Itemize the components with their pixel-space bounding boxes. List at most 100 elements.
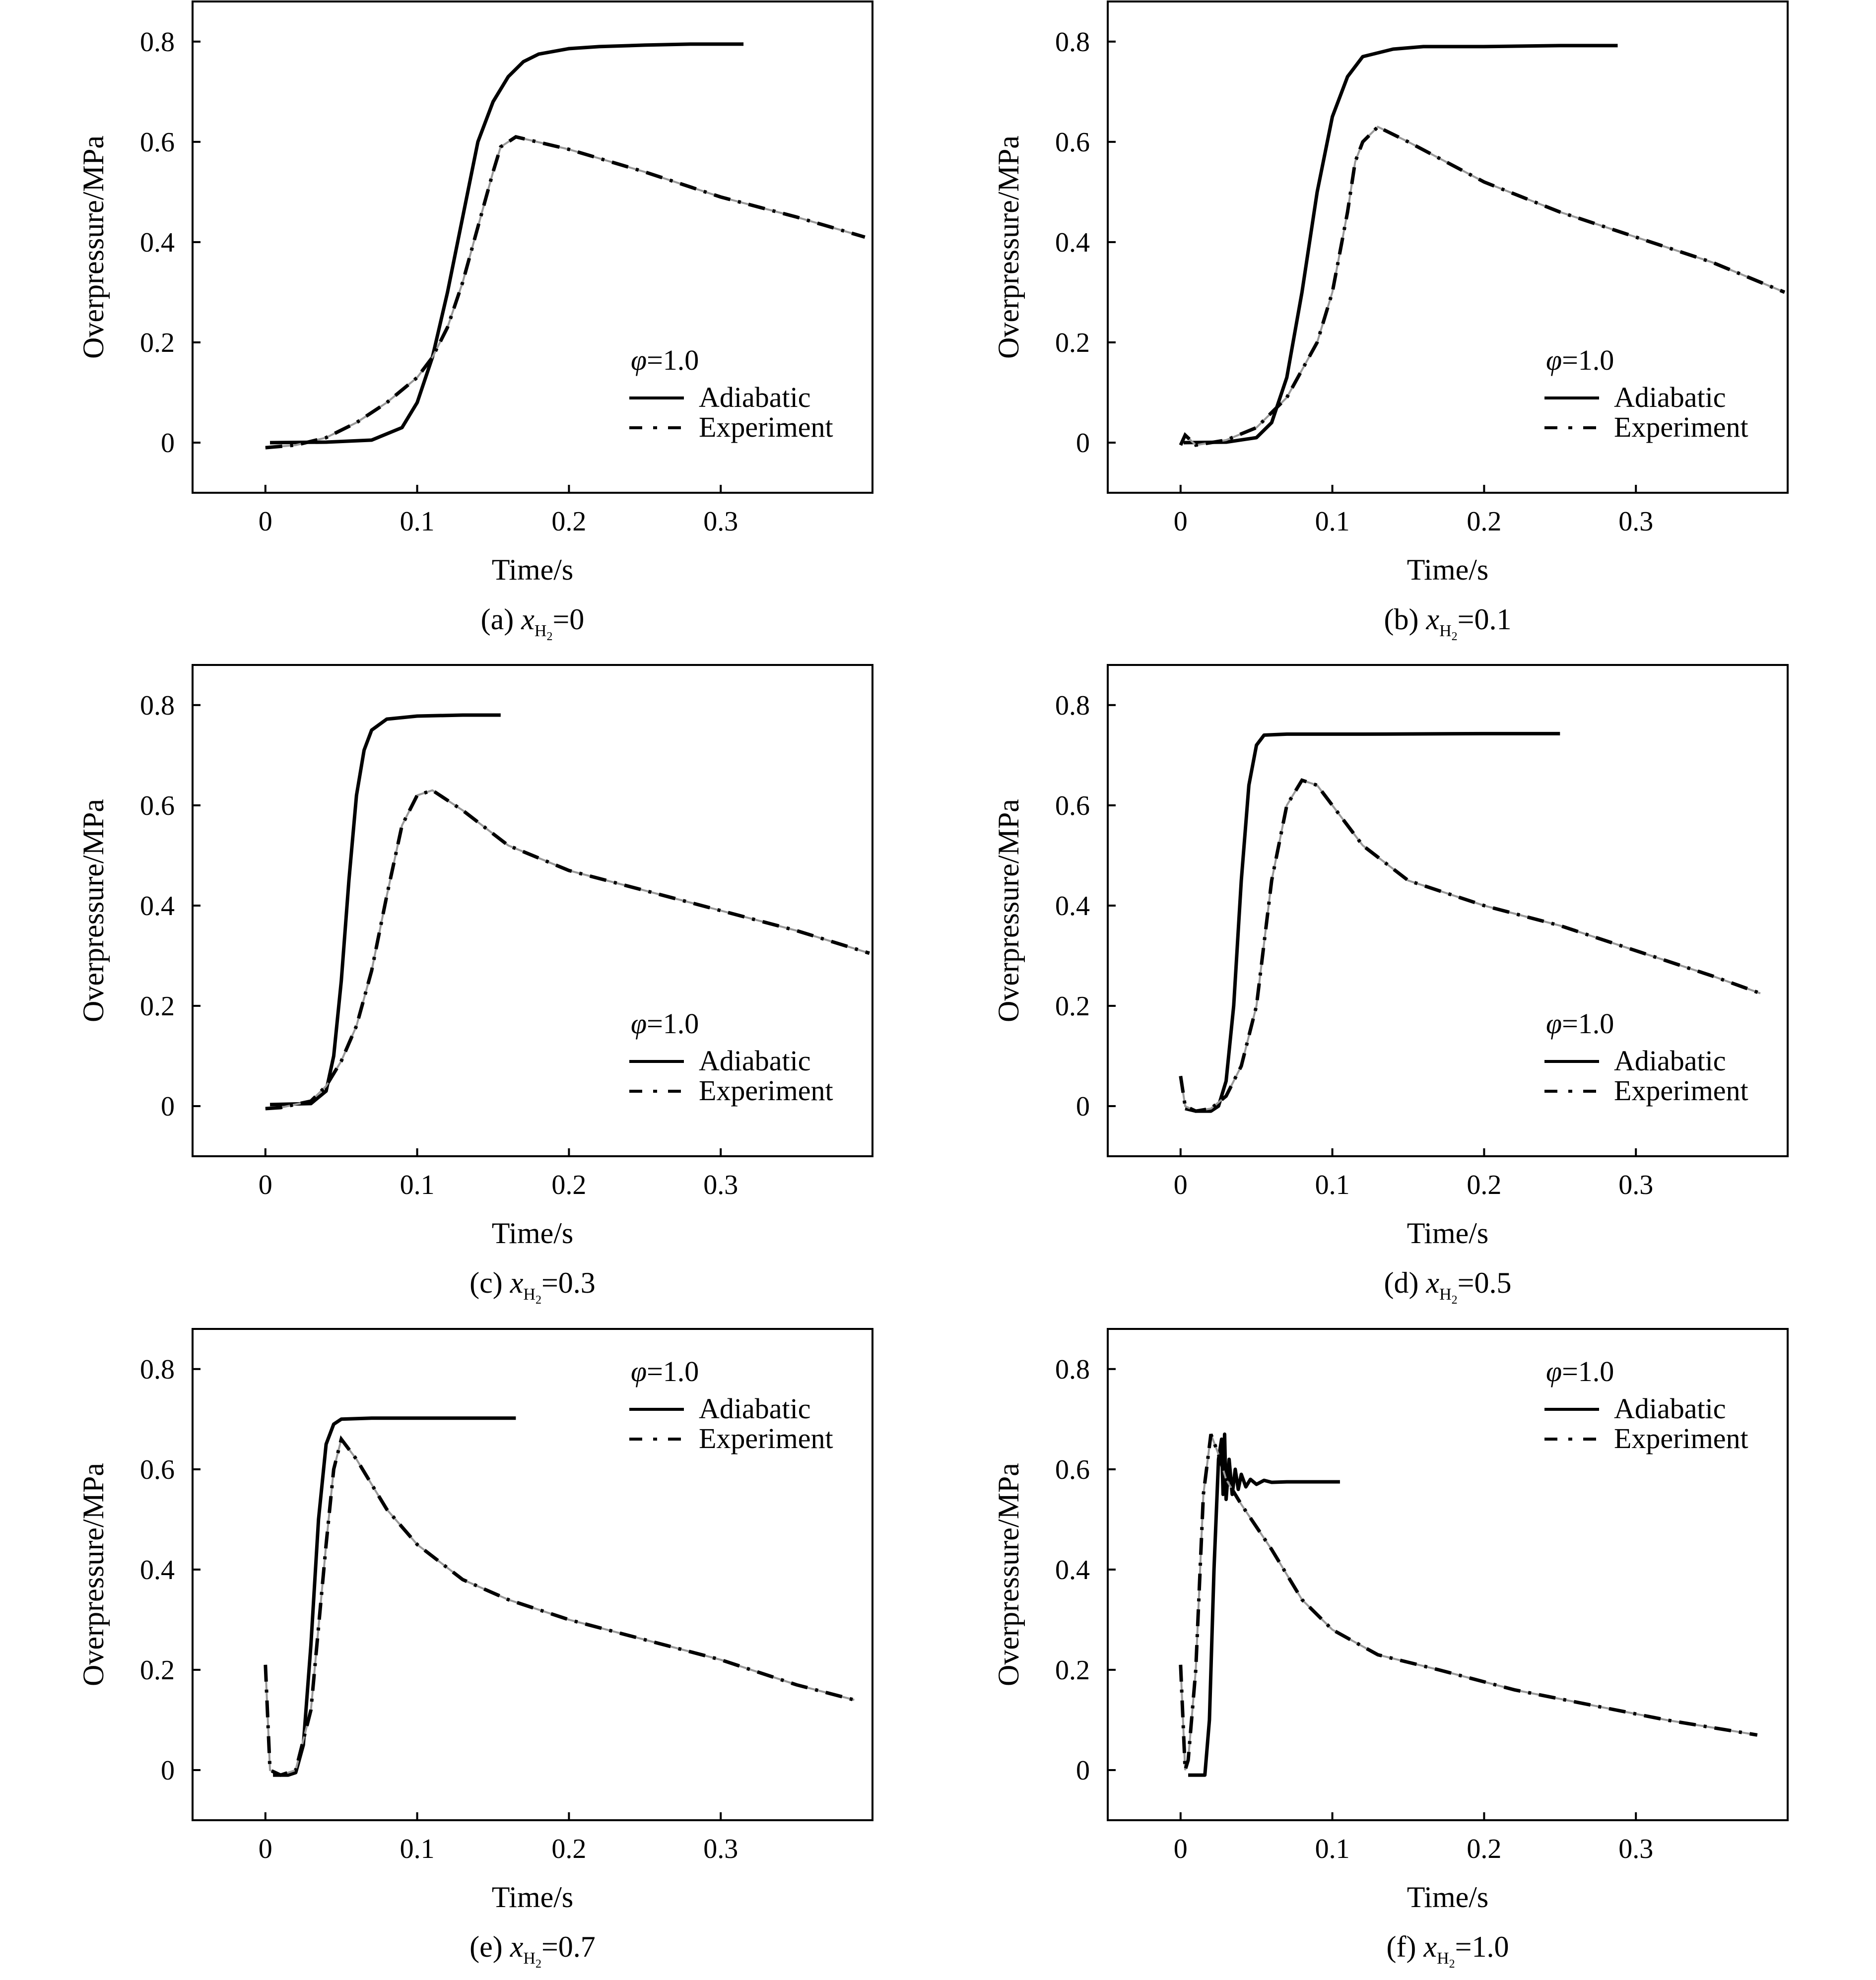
y-tick-label: 0.4 — [140, 227, 175, 258]
x-axis-label: Time/s — [1407, 1217, 1489, 1250]
series-adiabatic-line — [1185, 731, 1560, 1113]
legend-adiabatic-label: Adiabatic — [699, 1392, 810, 1425]
y-axis-label: Overpressure/MPa — [992, 135, 1025, 359]
x-tick-label: 0.3 — [703, 1170, 738, 1200]
legend-experiment-label: Experiment — [1614, 1074, 1748, 1107]
legend-phi: φ=1.0 — [1546, 1007, 1614, 1040]
series-layer — [1179, 1432, 1758, 1777]
series-experiment-line — [265, 135, 866, 450]
y-tick-label: 0.2 — [1055, 328, 1090, 358]
legend-phi: φ=1.0 — [1546, 1355, 1614, 1387]
series-experiment-line — [1179, 125, 1786, 447]
plot-frame — [192, 0, 873, 494]
chart-panel-d: 0 0.1 0.2 0.3 0 0.2 0.4 0.6 0.8 Time/s Overpressur… — [992, 664, 1789, 1307]
x-tick-label: 0 — [259, 1170, 272, 1200]
x-tick-label: 0.2 — [1467, 506, 1501, 537]
x-tick-label: 0.2 — [551, 1834, 586, 1864]
y-tick-label: 0.8 — [140, 27, 175, 58]
legend-phi: φ=1.0 — [631, 1007, 699, 1040]
panel-caption: (c) xH2=0.3 — [469, 1266, 596, 1307]
y-tick-label: 0.2 — [1055, 1655, 1090, 1686]
x-axis-label: Time/s — [1407, 553, 1489, 586]
x-tick-label: 0.1 — [1315, 1170, 1350, 1200]
x-axis-label: Time/s — [492, 1881, 574, 1914]
panel-caption: (d) xH2=0.5 — [1384, 1266, 1511, 1307]
x-tick-label: 0 — [1174, 1834, 1188, 1864]
y-tick-label: 0.2 — [140, 991, 175, 1022]
series-experiment-line — [265, 788, 870, 1111]
panel-caption: (a) xH2=0 — [481, 603, 585, 643]
x-tick-label: 0.3 — [703, 1834, 738, 1864]
y-axis-label: Overpressure/MPa — [77, 799, 110, 1022]
legend-adiabatic-label: Adiabatic — [699, 1045, 810, 1077]
y-tick-label: 0 — [1076, 1091, 1090, 1122]
chart-panel-a: 0 0.1 0.2 0.3 0 0.2 0.4 0.6 0.8 Time/s Overpressur… — [77, 0, 873, 643]
y-tick-label: 0.4 — [140, 891, 175, 922]
legend-experiment-label: Experiment — [1614, 1422, 1748, 1454]
y-tick-label: 0 — [161, 428, 175, 459]
y-tick-label: 0.2 — [140, 1655, 175, 1686]
x-tick-label: 0 — [1174, 506, 1188, 537]
chart-panel-c: 0 0.1 0.2 0.3 0 0.2 0.4 0.6 0.8 Time/s Overpressur… — [77, 664, 873, 1307]
x-axis-label: Time/s — [492, 553, 574, 586]
panel-caption: (b) xH2=0.1 — [1384, 603, 1511, 643]
x-tick-label: 0.2 — [551, 506, 586, 537]
y-tick-label: 0.6 — [1055, 1454, 1090, 1485]
y-tick-label: 0.2 — [140, 328, 175, 358]
plot-frame — [192, 1328, 873, 1821]
y-tick-label: 0.6 — [140, 1454, 175, 1485]
x-tick-label: 0.3 — [1618, 1170, 1653, 1200]
y-tick-label: 0 — [1076, 1755, 1090, 1786]
series-layer — [265, 42, 866, 450]
legend-adiabatic-label: Adiabatic — [1614, 1045, 1726, 1077]
series-experiment-line — [1179, 1433, 1758, 1771]
x-tick-label: 0.1 — [1315, 506, 1350, 537]
x-tick-label: 0.2 — [551, 1170, 586, 1200]
x-tick-label: 0 — [259, 1834, 272, 1864]
y-axis-label: Overpressure/MPa — [992, 799, 1025, 1022]
legend-experiment-label: Experiment — [699, 1422, 833, 1454]
legend-adiabatic-label: Adiabatic — [699, 381, 810, 413]
series-adiabatic-line — [273, 1416, 516, 1777]
series-layer — [1179, 731, 1761, 1113]
y-tick-label: 0.2 — [1055, 991, 1090, 1022]
series-adiabatic-line — [269, 713, 501, 1107]
x-tick-label: 0.3 — [1618, 506, 1653, 537]
y-tick-label: 0 — [1076, 428, 1090, 459]
panel-caption: (f) xH2=1.0 — [1387, 1930, 1509, 1971]
x-tick-label: 0.2 — [1467, 1170, 1501, 1200]
plot-frame — [1107, 0, 1789, 494]
y-tick-label: 0.8 — [140, 1354, 175, 1385]
chart-panel-e: 0 0.1 0.2 0.3 0 0.2 0.4 0.6 0.8 Time/s Overpressur… — [77, 1328, 873, 1971]
series-experiment-line — [1179, 778, 1761, 1113]
y-tick-label: 0 — [161, 1091, 175, 1122]
legend-experiment-label: Experiment — [699, 1074, 833, 1107]
legend-phi: φ=1.0 — [631, 344, 699, 376]
y-tick-label: 0.8 — [1055, 690, 1090, 721]
x-tick-label: 0.1 — [400, 1834, 435, 1864]
legend-phi: φ=1.0 — [631, 1355, 699, 1387]
y-tick-label: 0.6 — [1055, 127, 1090, 158]
x-tick-label: 0.3 — [703, 506, 738, 537]
y-tick-label: 0.8 — [1055, 1354, 1090, 1385]
x-tick-label: 0.1 — [400, 1170, 435, 1200]
y-tick-label: 0.6 — [1055, 791, 1090, 821]
x-tick-label: 0 — [259, 506, 272, 537]
x-axis-label: Time/s — [492, 1217, 574, 1250]
panel-caption: (e) xH2=0.7 — [469, 1930, 596, 1971]
plot-frame — [192, 664, 873, 1157]
series-layer — [265, 713, 870, 1111]
y-tick-label: 0.4 — [140, 1555, 175, 1585]
y-tick-label: 0 — [161, 1755, 175, 1786]
y-tick-label: 0.6 — [140, 127, 175, 158]
x-tick-label: 0.2 — [1467, 1834, 1501, 1864]
y-tick-label: 0.4 — [1055, 1555, 1090, 1585]
y-tick-label: 0.8 — [140, 690, 175, 721]
x-axis-label: Time/s — [1407, 1881, 1489, 1914]
legend-adiabatic-label: Adiabatic — [1614, 1392, 1726, 1425]
x-tick-label: 0 — [1174, 1170, 1188, 1200]
x-tick-label: 0.3 — [1618, 1834, 1653, 1864]
plot-frame — [1107, 664, 1789, 1157]
chart-panel-f: 0 0.1 0.2 0.3 0 0.2 0.4 0.6 0.8 Time/s Overpressur… — [992, 1328, 1789, 1971]
